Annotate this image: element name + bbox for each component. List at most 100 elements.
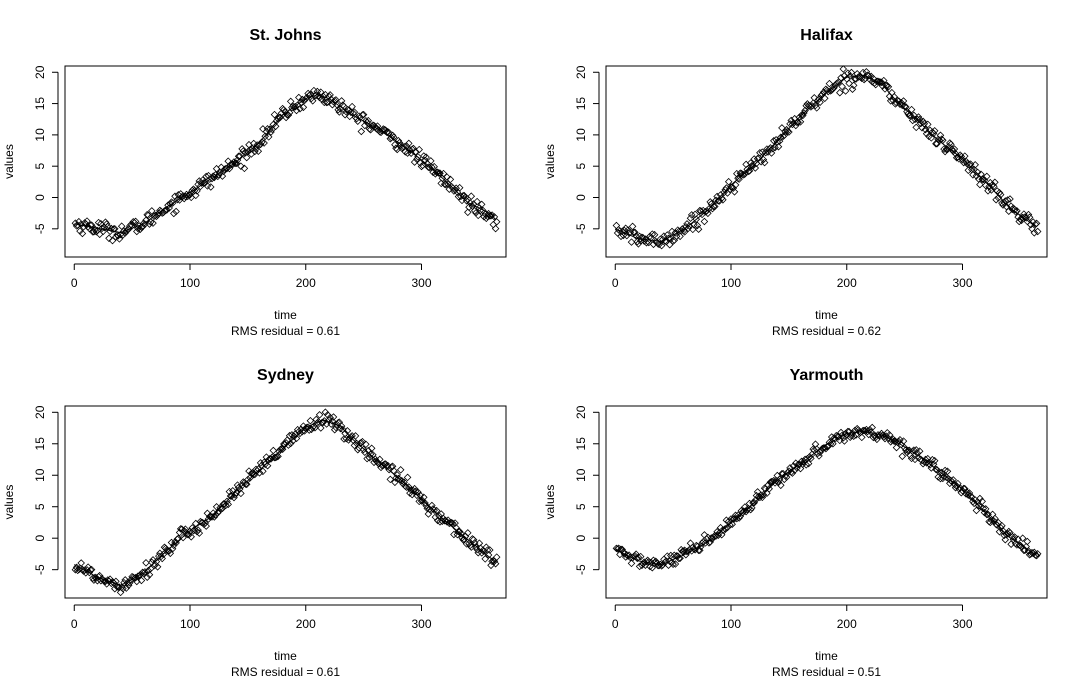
data-point xyxy=(145,220,154,228)
data-point xyxy=(770,476,778,485)
data-point xyxy=(816,98,824,106)
data-point xyxy=(619,548,628,556)
data-point xyxy=(993,521,1001,529)
data-point xyxy=(446,175,455,184)
data-point xyxy=(971,161,979,169)
data-point xyxy=(1010,533,1019,541)
data-point xyxy=(930,127,939,135)
data-point xyxy=(476,206,485,215)
data-point xyxy=(952,482,961,490)
data-point xyxy=(362,440,370,449)
data-point xyxy=(922,459,931,467)
data-point xyxy=(777,133,785,142)
data-point xyxy=(849,81,858,90)
data-point xyxy=(936,131,945,140)
x-axis-label: time xyxy=(815,308,838,322)
data-point xyxy=(231,491,239,499)
data-point xyxy=(841,87,850,95)
data-point xyxy=(898,452,907,461)
data-point xyxy=(986,518,995,527)
data-point xyxy=(413,155,421,164)
data-point xyxy=(746,505,755,514)
y-tick-label: 0 xyxy=(33,194,47,201)
data-point xyxy=(959,484,968,493)
data-point xyxy=(972,506,981,515)
data-point xyxy=(435,512,443,520)
data-point xyxy=(477,549,486,557)
data-point xyxy=(366,450,375,458)
data-point xyxy=(671,229,680,237)
data-point xyxy=(940,473,948,481)
data-point xyxy=(775,475,784,483)
data-point xyxy=(877,78,886,87)
data-point xyxy=(284,111,293,119)
data-point xyxy=(778,124,786,132)
data-point xyxy=(264,133,273,141)
data-point xyxy=(181,525,190,533)
data-point xyxy=(911,115,919,124)
data-point xyxy=(144,211,153,220)
data-point xyxy=(1001,535,1010,544)
data-point xyxy=(280,106,288,114)
data-point xyxy=(617,232,625,241)
y-tick-label: 15 xyxy=(574,437,588,451)
data-point xyxy=(208,174,216,183)
data-point xyxy=(449,519,457,528)
data-point xyxy=(222,164,230,173)
data-point xyxy=(258,461,266,470)
data-point xyxy=(627,559,636,568)
data-point xyxy=(337,422,346,430)
y-axis: -5 0 5 10 15 20 xyxy=(33,65,59,234)
data-point xyxy=(990,517,998,525)
data-point xyxy=(696,546,704,555)
data-point xyxy=(859,426,867,435)
data-point xyxy=(976,180,984,189)
data-point xyxy=(223,497,231,506)
data-point xyxy=(373,122,382,130)
data-point xyxy=(253,141,261,149)
data-point xyxy=(632,550,640,558)
data-point xyxy=(665,240,674,249)
x-tick-label: 0 xyxy=(71,617,78,631)
data-point xyxy=(157,207,165,216)
data-point xyxy=(291,102,300,111)
data-point xyxy=(1031,551,1040,559)
data-point xyxy=(320,98,329,107)
data-point xyxy=(744,504,753,513)
data-point xyxy=(719,196,727,204)
data-point xyxy=(464,208,472,217)
data-point xyxy=(433,516,442,525)
data-point xyxy=(939,474,947,483)
data-point xyxy=(308,97,317,105)
data-point xyxy=(86,221,95,229)
data-point xyxy=(249,139,258,148)
data-point xyxy=(105,234,113,243)
data-point xyxy=(924,120,932,129)
y-axis-label: values xyxy=(543,144,557,179)
data-point xyxy=(756,149,764,157)
data-point xyxy=(472,543,480,551)
data-point xyxy=(851,426,859,435)
data-point xyxy=(759,490,768,499)
data-point xyxy=(92,574,101,582)
data-point xyxy=(664,234,673,243)
data-point xyxy=(378,126,386,135)
data-point xyxy=(417,162,426,171)
data-point xyxy=(328,417,337,425)
data-point xyxy=(474,211,482,220)
data-point xyxy=(876,431,885,439)
data-point xyxy=(86,566,95,574)
data-point xyxy=(763,145,771,153)
y-tick-label: -5 xyxy=(574,223,588,234)
data-point xyxy=(462,540,471,548)
data-point xyxy=(491,224,500,233)
data-point xyxy=(296,104,304,113)
rms-residual-note: RMS residual = 0.61 xyxy=(231,665,340,679)
y-tick-label: 5 xyxy=(574,503,588,510)
data-point xyxy=(149,219,157,227)
x-tick-label: 200 xyxy=(837,617,857,631)
data-point xyxy=(951,149,960,158)
data-point xyxy=(910,111,918,120)
data-point xyxy=(231,159,239,168)
data-point xyxy=(389,133,398,141)
